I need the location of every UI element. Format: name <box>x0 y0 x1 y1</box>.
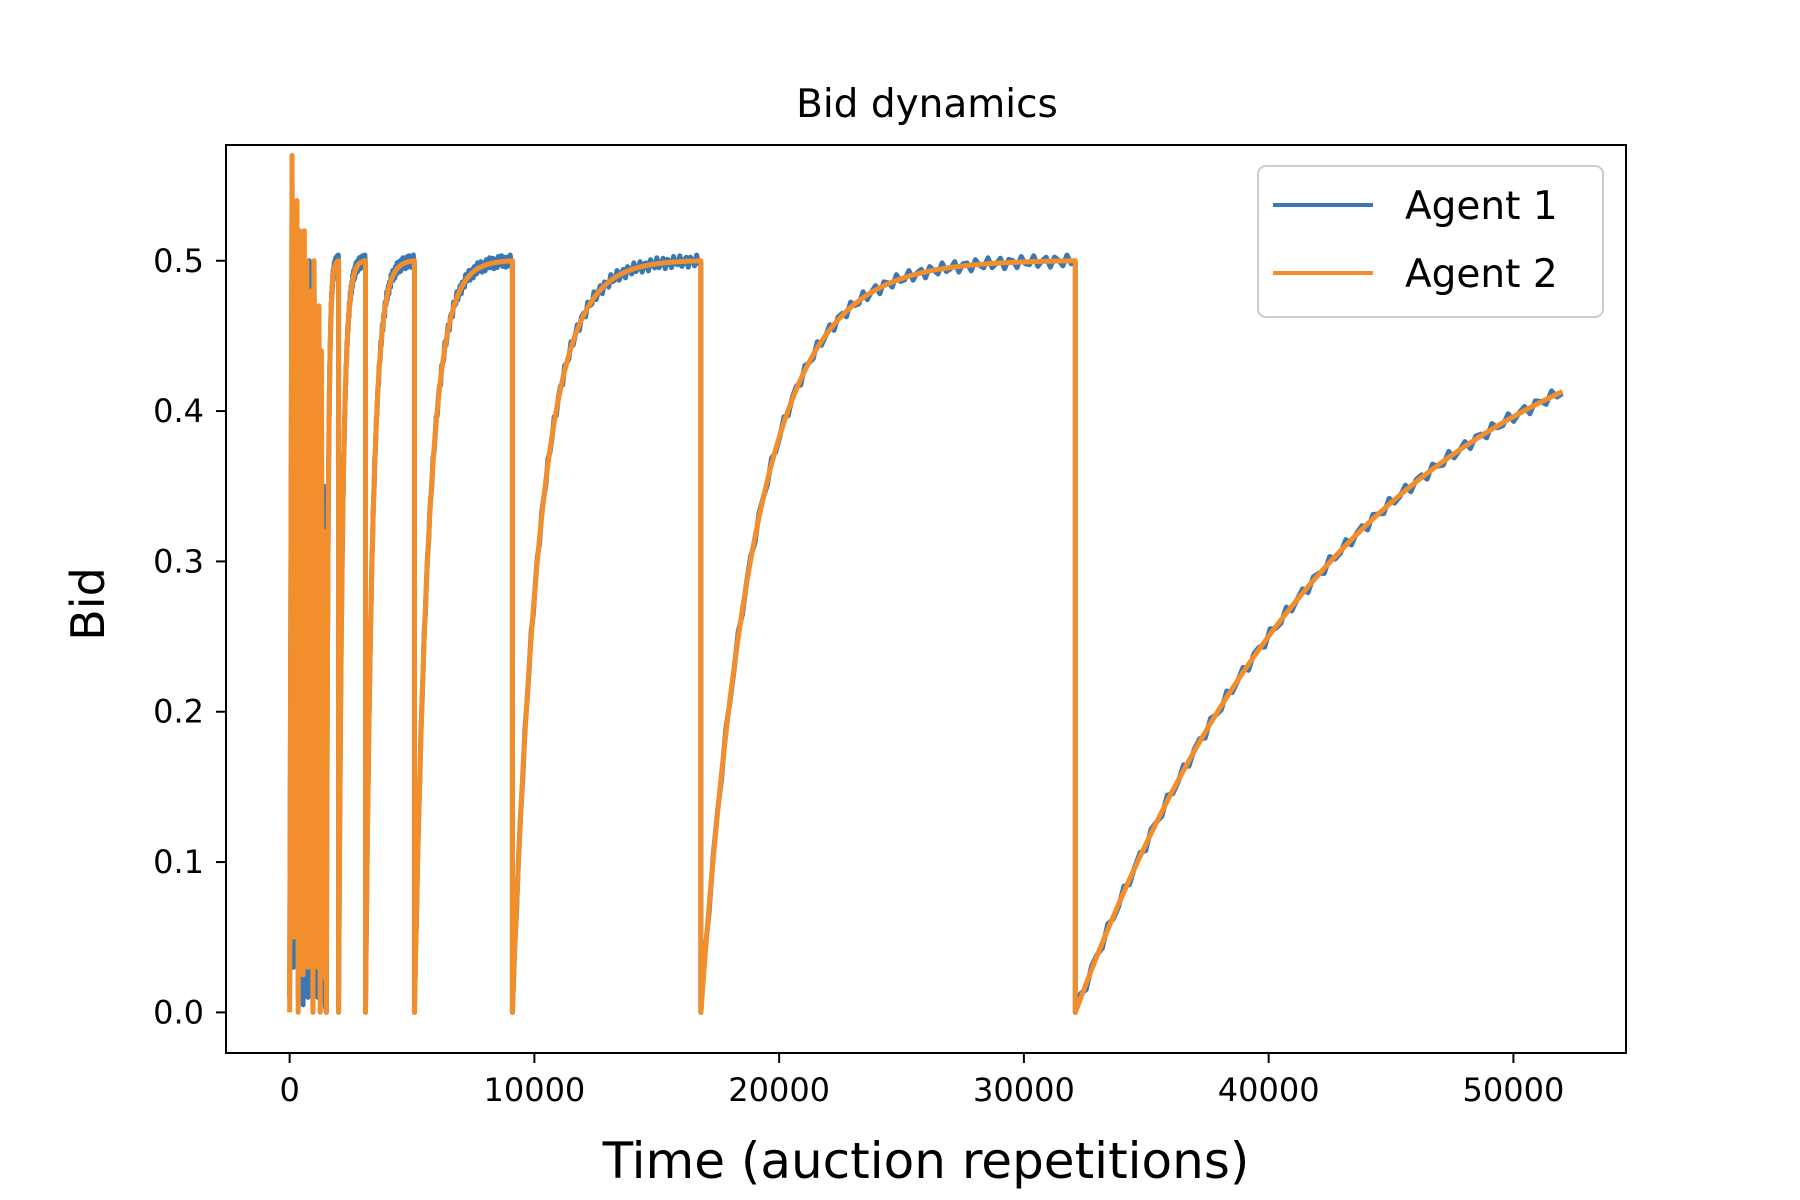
y-tick-label: 0.0 <box>153 993 204 1031</box>
y-tick-label: 0.4 <box>153 392 204 430</box>
chart-title: Bid dynamics <box>796 82 1058 127</box>
legend-label-agent-2: Agent 2 <box>1405 252 1558 297</box>
y-axis: 0.0 0.1 0.2 0.3 0.4 0.5 <box>153 242 226 1031</box>
x-tick-label: 20000 <box>728 1071 830 1109</box>
x-tick-label: 40000 <box>1218 1071 1320 1109</box>
y-axis-label: Bid <box>61 567 115 641</box>
x-axis: 0 10000 20000 30000 40000 50000 <box>279 1053 1564 1109</box>
y-tick-label: 0.5 <box>153 242 204 280</box>
y-tick-label: 0.3 <box>153 542 204 580</box>
x-tick-label: 10000 <box>483 1071 585 1109</box>
legend-label-agent-1: Agent 1 <box>1405 184 1558 229</box>
x-tick-label: 50000 <box>1463 1071 1565 1109</box>
y-tick-label: 0.1 <box>153 843 204 881</box>
x-axis-label: Time (auction repetitions) <box>602 1132 1250 1190</box>
x-tick-label: 0 <box>279 1071 299 1109</box>
legend: Agent 1 Agent 2 <box>1257 165 1604 318</box>
x-tick-label: 30000 <box>973 1071 1075 1109</box>
plot-frame <box>225 144 1627 1054</box>
series-line-2 <box>287 153 1564 1015</box>
plot-area <box>287 153 1564 1015</box>
y-tick-label: 0.2 <box>153 693 204 731</box>
